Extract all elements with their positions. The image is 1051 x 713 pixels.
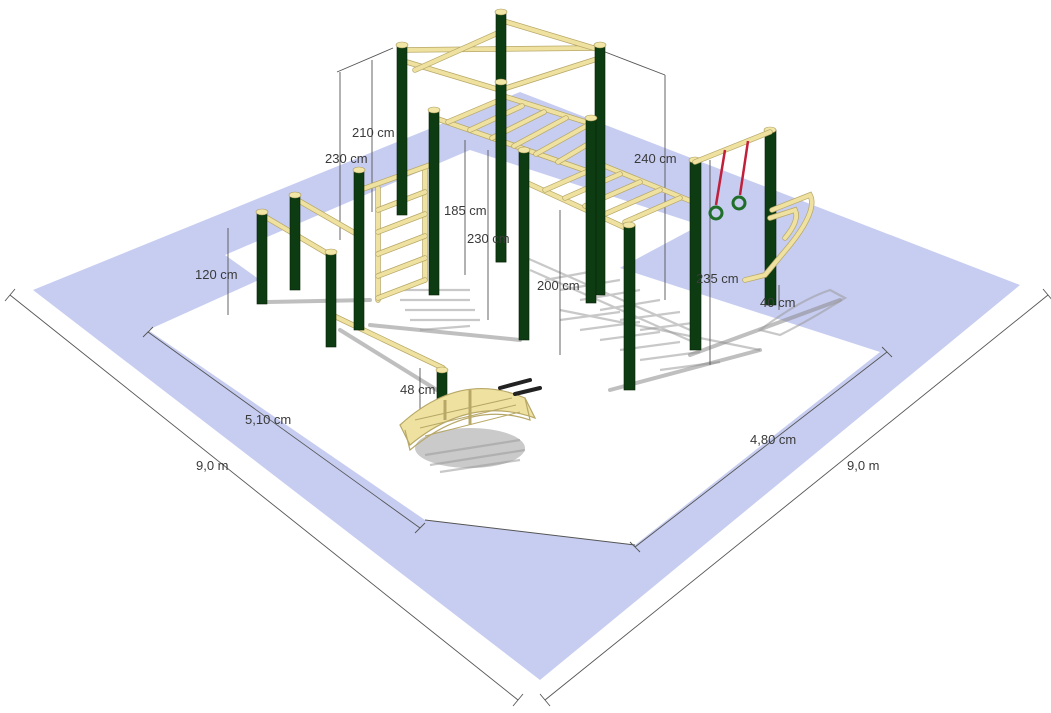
dimension-lines <box>4 47 1051 707</box>
height-230-mid-label: 230 cm <box>467 231 510 246</box>
height-40-label: 40 cm <box>760 295 795 310</box>
post <box>585 117 597 304</box>
height-120-label: 120 cm <box>195 267 238 282</box>
post <box>256 211 268 305</box>
post <box>396 44 408 216</box>
outer-width-left-label: 9,0 m <box>196 458 229 473</box>
post <box>689 159 702 351</box>
post <box>518 149 530 341</box>
post <box>428 109 440 296</box>
height-200-label: 200 cm <box>537 278 580 293</box>
situp-bench <box>399 378 542 452</box>
post <box>325 251 337 348</box>
height-230-left-label: 230 cm <box>325 151 368 166</box>
floor-inner-top <box>225 150 700 330</box>
inner-width-right-label: 4,80 cm <box>750 432 796 447</box>
height-235-label: 235 cm <box>696 271 739 286</box>
height-210-label: 210 cm <box>352 125 395 140</box>
dimension-labels: 9,0 m 9,0 m 5,10 cm 4,80 cm 210 cm 230 c… <box>195 125 880 473</box>
height-48-label: 48 cm <box>400 382 435 397</box>
rings-station <box>692 129 773 221</box>
height-185-label: 185 cm <box>444 203 487 218</box>
post <box>289 194 301 291</box>
post <box>594 44 606 296</box>
post <box>353 169 365 331</box>
outer-width-right-label: 9,0 m <box>847 458 880 473</box>
post <box>623 224 636 391</box>
height-240-label: 240 cm <box>634 151 677 166</box>
dip-station <box>742 191 815 283</box>
inner-width-left-label: 5,10 cm <box>245 412 291 427</box>
